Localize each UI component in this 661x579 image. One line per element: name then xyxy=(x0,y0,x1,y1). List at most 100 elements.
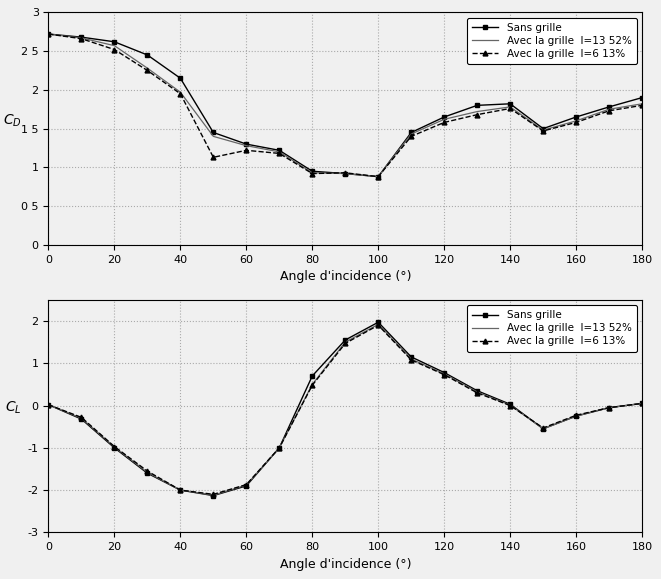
Avec la grille  I=6 13% xyxy=(44,31,52,38)
Avec la grille  I=6 13% xyxy=(308,382,316,389)
Avec la grille  I=6 13% xyxy=(110,46,118,53)
Avec la grille  I=13 52% xyxy=(605,404,613,411)
Avec la grille  I=13 52% xyxy=(276,148,284,155)
Line: Avec la grille  I=6 13%: Avec la grille I=6 13% xyxy=(46,32,644,179)
Sans grille xyxy=(506,100,514,107)
Avec la grille  I=13 52% xyxy=(341,339,349,346)
Avec la grille  I=6 13% xyxy=(143,468,151,475)
Sans grille xyxy=(572,413,580,420)
Avec la grille  I=13 52% xyxy=(440,116,448,123)
Avec la grille  I=6 13% xyxy=(638,102,646,109)
Sans grille xyxy=(243,482,251,489)
Line: Avec la grille  I=6 13%: Avec la grille I=6 13% xyxy=(46,323,644,497)
Sans grille xyxy=(473,102,481,109)
Avec la grille  I=13 52% xyxy=(110,42,118,49)
Line: Avec la grille  I=13 52%: Avec la grille I=13 52% xyxy=(48,34,642,177)
Sans grille xyxy=(638,94,646,101)
Avec la grille  I=13 52% xyxy=(407,356,415,362)
Avec la grille  I=13 52% xyxy=(77,415,85,422)
Avec la grille  I=13 52% xyxy=(143,469,151,476)
Avec la grille  I=6 13% xyxy=(506,105,514,112)
Sans grille xyxy=(407,353,415,360)
Avec la grille  I=6 13% xyxy=(473,111,481,118)
Avec la grille  I=13 52% xyxy=(308,381,316,388)
Avec la grille  I=13 52% xyxy=(210,133,217,140)
Avec la grille  I=13 52% xyxy=(506,104,514,111)
Sans grille xyxy=(374,319,382,326)
Sans grille xyxy=(341,336,349,343)
X-axis label: Angle d'incidence (°): Angle d'incidence (°) xyxy=(280,558,411,571)
Sans grille xyxy=(110,444,118,451)
Avec la grille  I=6 13% xyxy=(276,150,284,157)
Sans grille xyxy=(44,31,52,38)
Sans grille xyxy=(143,52,151,58)
Sans grille xyxy=(110,38,118,45)
Avec la grille  I=6 13% xyxy=(77,414,85,421)
Avec la grille  I=13 52% xyxy=(110,444,118,450)
Line: Sans grille: Sans grille xyxy=(46,320,644,498)
X-axis label: Angle d'incidence (°): Angle d'incidence (°) xyxy=(280,270,411,283)
Sans grille xyxy=(210,492,217,499)
Avec la grille  I=13 52% xyxy=(44,401,52,408)
Avec la grille  I=6 13% xyxy=(243,147,251,154)
Avec la grille  I=13 52% xyxy=(572,413,580,420)
Avec la grille  I=6 13% xyxy=(407,133,415,140)
Sans grille xyxy=(605,104,613,111)
Sans grille xyxy=(276,444,284,451)
Legend: Sans grille, Avec la grille  I=13 52%, Avec la grille  I=6 13%: Sans grille, Avec la grille I=13 52%, Av… xyxy=(467,305,637,351)
Sans grille xyxy=(539,426,547,433)
Line: Avec la grille  I=13 52%: Avec la grille I=13 52% xyxy=(48,324,642,495)
Avec la grille  I=6 13% xyxy=(605,107,613,114)
Avec la grille  I=13 52% xyxy=(143,65,151,72)
Avec la grille  I=6 13% xyxy=(440,371,448,378)
Avec la grille  I=6 13% xyxy=(374,322,382,329)
Avec la grille  I=6 13% xyxy=(110,443,118,450)
Avec la grille  I=6 13% xyxy=(506,402,514,409)
Avec la grille  I=13 52% xyxy=(276,444,284,451)
Avec la grille  I=6 13% xyxy=(243,481,251,488)
Avec la grille  I=6 13% xyxy=(638,400,646,407)
Sans grille xyxy=(407,129,415,136)
Sans grille xyxy=(77,34,85,41)
Avec la grille  I=6 13% xyxy=(539,424,547,431)
Sans grille xyxy=(176,486,184,493)
Sans grille xyxy=(638,400,646,407)
Y-axis label: $C_D$: $C_D$ xyxy=(3,112,22,129)
Avec la grille  I=13 52% xyxy=(341,170,349,177)
Sans grille xyxy=(308,168,316,175)
Y-axis label: $C_L$: $C_L$ xyxy=(5,400,21,416)
Sans grille xyxy=(440,369,448,376)
Sans grille xyxy=(539,125,547,132)
Avec la grille  I=13 52% xyxy=(243,142,251,149)
Avec la grille  I=6 13% xyxy=(341,169,349,176)
Sans grille xyxy=(341,170,349,177)
Avec la grille  I=13 52% xyxy=(440,371,448,378)
Avec la grille  I=6 13% xyxy=(572,119,580,126)
Avec la grille  I=13 52% xyxy=(572,118,580,124)
Sans grille xyxy=(440,113,448,120)
Legend: Sans grille, Avec la grille  I=13 52%, Avec la grille  I=6 13%: Sans grille, Avec la grille I=13 52%, Av… xyxy=(467,17,637,64)
Avec la grille  I=13 52% xyxy=(407,130,415,137)
Avec la grille  I=6 13% xyxy=(539,127,547,134)
Avec la grille  I=6 13% xyxy=(143,67,151,74)
Sans grille xyxy=(176,75,184,82)
Avec la grille  I=13 52% xyxy=(506,402,514,409)
Sans grille xyxy=(143,470,151,477)
Sans grille xyxy=(506,401,514,408)
Avec la grille  I=6 13% xyxy=(473,390,481,397)
Avec la grille  I=6 13% xyxy=(341,340,349,347)
Avec la grille  I=6 13% xyxy=(374,173,382,180)
Sans grille xyxy=(210,129,217,136)
Avec la grille  I=6 13% xyxy=(605,404,613,411)
Avec la grille  I=6 13% xyxy=(44,401,52,408)
Avec la grille  I=6 13% xyxy=(176,90,184,97)
Avec la grille  I=13 52% xyxy=(539,127,547,134)
Avec la grille  I=6 13% xyxy=(210,491,217,498)
Avec la grille  I=13 52% xyxy=(243,482,251,489)
Avec la grille  I=6 13% xyxy=(210,154,217,161)
Avec la grille  I=13 52% xyxy=(539,426,547,433)
Avec la grille  I=13 52% xyxy=(210,492,217,499)
Avec la grille  I=6 13% xyxy=(176,486,184,493)
Avec la grille  I=6 13% xyxy=(308,170,316,177)
Sans grille xyxy=(77,416,85,423)
